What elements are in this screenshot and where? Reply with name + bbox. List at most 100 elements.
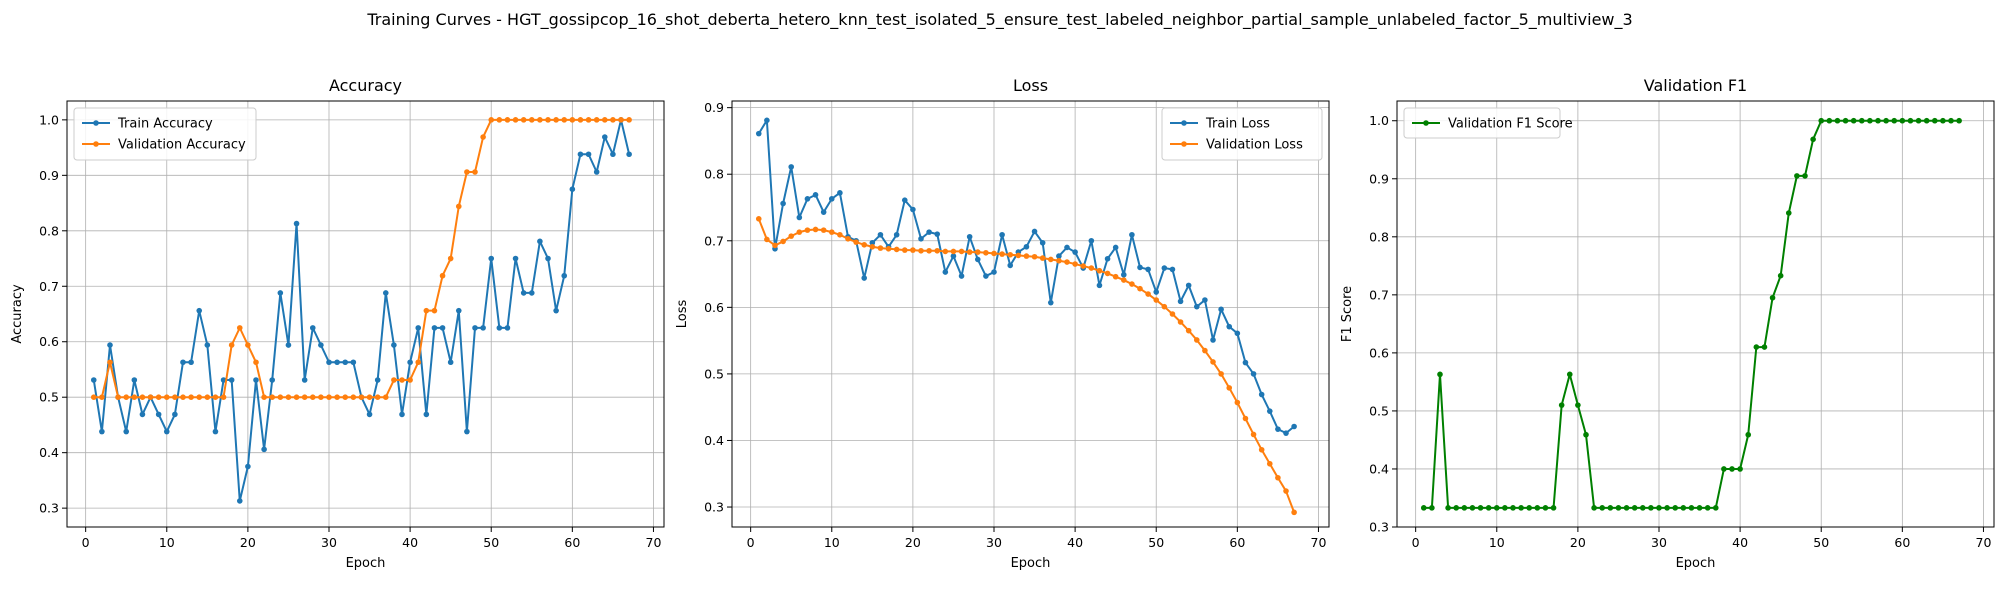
chart-title: Validation F1	[1644, 76, 1747, 95]
data-point	[1794, 173, 1800, 179]
data-point	[1039, 255, 1046, 261]
data-point	[796, 214, 803, 221]
y-tick-label: 0.6	[1369, 345, 1389, 360]
data-point	[1218, 306, 1224, 313]
data-point	[561, 272, 568, 279]
y-tick-label: 0.5	[1369, 403, 1389, 418]
data-point	[1672, 505, 1679, 511]
data-point	[1826, 117, 1833, 124]
data-point	[196, 307, 203, 314]
legend-box	[1403, 107, 1561, 139]
data-point	[585, 117, 592, 123]
data-point	[236, 325, 243, 331]
data-point	[1429, 505, 1435, 511]
y-tick-label: 0.4	[39, 445, 59, 460]
data-point	[585, 151, 592, 158]
chart-title: Loss	[1013, 76, 1048, 95]
y-axis-label: Accuracy	[10, 284, 25, 344]
data-point	[1526, 505, 1533, 511]
data-point	[1153, 297, 1160, 303]
legend-label: Train Accuracy	[117, 117, 213, 132]
data-point	[407, 359, 413, 366]
data-point	[480, 134, 486, 140]
data-point	[1502, 505, 1508, 511]
chart-legend: Validation F1 Score	[1403, 107, 1573, 139]
legend-label: Validation Accuracy	[118, 138, 246, 153]
data-point	[464, 169, 470, 175]
data-point	[1688, 505, 1695, 511]
data-point	[837, 231, 843, 238]
y-tick-label: 0.8	[704, 167, 724, 182]
data-point	[1777, 272, 1784, 279]
x-tick-label: 40	[1067, 535, 1083, 550]
y-tick-label: 0.7	[704, 233, 724, 248]
data-point	[528, 290, 535, 296]
data-point	[107, 359, 113, 366]
data-point	[910, 206, 916, 213]
data-point	[1931, 117, 1938, 124]
data-point	[966, 233, 973, 240]
data-point	[772, 242, 778, 249]
data-point	[1104, 255, 1111, 262]
data-point	[780, 200, 786, 207]
data-point	[1631, 505, 1638, 511]
data-point	[1883, 117, 1889, 124]
y-tick-label: 0.9	[1369, 171, 1389, 186]
data-point	[1275, 474, 1281, 481]
data-point	[1761, 344, 1768, 350]
chart-legend: Train Accuracy Validation Accuracy	[73, 107, 257, 161]
data-point	[1891, 117, 1898, 124]
data-point	[407, 377, 413, 383]
x-tick-label: 70	[646, 535, 662, 550]
chart-panel-3: 0 10 20 30 40 50 60 70 0.3 0.4 0.5 0.6 0.7 0.8 0.9 1.0 V…	[1340, 76, 1995, 571]
data-point	[1802, 173, 1808, 179]
data-point	[1291, 509, 1297, 516]
data-point	[204, 342, 211, 348]
data-point	[966, 249, 973, 255]
data-point	[1437, 371, 1443, 378]
data-point	[918, 247, 924, 254]
data-point	[269, 377, 276, 383]
data-point	[318, 394, 324, 401]
data-point	[123, 394, 130, 401]
data-point	[1721, 466, 1727, 472]
data-point	[1161, 303, 1168, 310]
data-point	[447, 359, 454, 366]
data-point	[764, 117, 770, 124]
data-point	[439, 272, 446, 279]
data-point	[991, 269, 997, 275]
data-point	[1250, 371, 1257, 377]
data-point	[553, 117, 559, 123]
data-point	[261, 446, 267, 453]
data-point	[1161, 265, 1168, 271]
data-point	[1485, 505, 1492, 511]
x-axis-label: Epoch	[346, 556, 386, 571]
data-point	[861, 241, 868, 248]
data-point	[545, 117, 551, 123]
data-point	[1210, 359, 1216, 365]
data-point	[1656, 505, 1662, 511]
data-point	[488, 117, 495, 123]
x-axis-label: Epoch	[1011, 556, 1051, 571]
data-point	[236, 498, 243, 504]
data-point	[155, 394, 162, 401]
data-point	[212, 394, 219, 401]
y-tick-label: 0.8	[1369, 229, 1389, 244]
x-tick-label: 10	[1489, 535, 1505, 550]
data-point	[180, 359, 186, 366]
data-point	[293, 394, 300, 401]
y-axis-label: Loss	[675, 300, 690, 329]
data-point	[326, 359, 332, 366]
y-tick-label: 0.9	[704, 100, 724, 115]
data-point	[520, 117, 527, 123]
data-point	[1915, 117, 1922, 124]
data-point	[90, 377, 97, 383]
y-tick-label: 0.4	[704, 433, 724, 448]
data-point	[415, 359, 422, 366]
data-point	[245, 342, 251, 348]
chart-panel-2: 0 10 20 30 40 50 60 70 0.3 0.4 0.5 0.6 0.7 0.8 0.9 Loss…	[675, 76, 1330, 571]
data-point	[220, 394, 227, 401]
data-point	[1193, 303, 1200, 310]
legend-box	[73, 107, 257, 161]
data-point	[877, 245, 884, 251]
